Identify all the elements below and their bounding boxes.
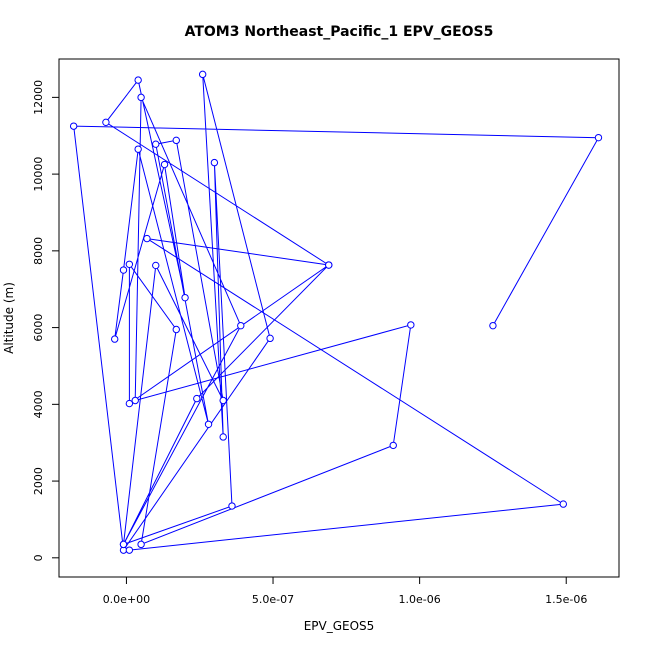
data-point (228, 502, 236, 510)
data-point (325, 261, 333, 269)
data-point (131, 396, 139, 405)
series-line (73, 74, 600, 552)
data-point (134, 76, 142, 84)
y-tick-label: 10000 (32, 157, 45, 192)
data-point (210, 158, 219, 167)
data-point (137, 540, 145, 549)
data-point (172, 136, 180, 145)
y-axis: 0 2000 4000 6000 8000 10000 12000 (32, 80, 60, 561)
x-tick-label: 5.0e-07 (252, 593, 294, 606)
data-point (266, 334, 274, 343)
y-axis-label: Altitude (m) (2, 282, 16, 354)
x-tick-label: 1.0e-06 (399, 593, 441, 606)
data-point (172, 325, 180, 334)
data-point (160, 160, 169, 169)
data-point (137, 93, 145, 102)
data-point (125, 399, 134, 408)
x-tick-label: 0.0e+00 (103, 593, 150, 606)
data-point (559, 500, 567, 508)
y-tick-label: 8000 (32, 237, 45, 265)
data-point (119, 266, 128, 274)
y-tick-label: 12000 (32, 80, 45, 115)
data-point (181, 293, 189, 302)
x-axis: 0.0e+00 5.0e-07 1.0e-06 1.5e-06 (103, 576, 587, 606)
data-point (134, 145, 142, 153)
x-tick-label: 1.5e-06 (545, 593, 587, 606)
data-point (102, 118, 110, 127)
y-tick-label: 2000 (32, 467, 45, 495)
data-point (407, 321, 415, 329)
data-point (219, 396, 227, 405)
y-tick-label: 0 (32, 554, 45, 561)
data-point (489, 321, 497, 330)
y-tick-label: 4000 (32, 390, 45, 418)
chart-title: ATOM3 Northeast_Pacific_1 EPV_GEOS5 (185, 24, 494, 40)
data-point (389, 441, 397, 450)
data-point (119, 540, 128, 549)
data-point (219, 433, 227, 441)
data-point (125, 546, 134, 554)
data-point (594, 133, 603, 142)
data-point (198, 70, 207, 79)
data-point (152, 261, 160, 270)
data-point (143, 234, 151, 243)
data-point (152, 140, 160, 148)
data-series (69, 70, 603, 554)
data-point (111, 335, 119, 343)
x-axis-label: EPV_GEOS5 (304, 619, 375, 633)
data-point (204, 420, 213, 428)
data-point (193, 394, 201, 403)
data-point (125, 260, 134, 268)
data-point (237, 321, 245, 330)
data-point (69, 122, 78, 130)
y-tick-label: 6000 (32, 314, 45, 342)
